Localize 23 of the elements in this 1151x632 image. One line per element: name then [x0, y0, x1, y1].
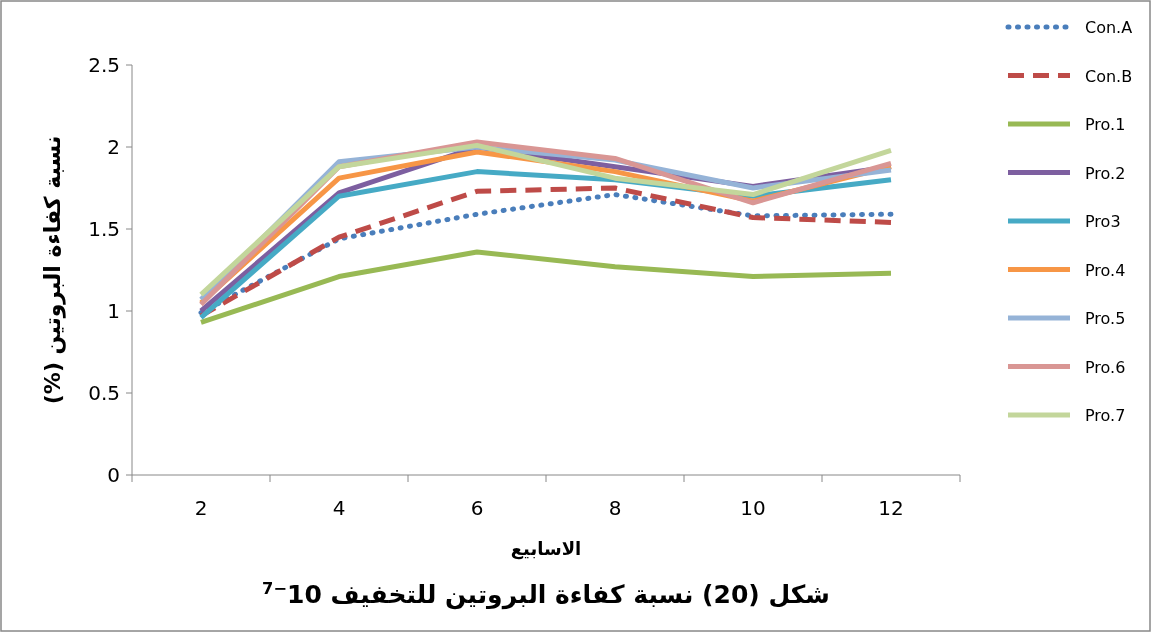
y-tick-label: 1: [107, 299, 120, 323]
legend-label: Pro.6: [1085, 357, 1126, 377]
legend-label: Con.A: [1085, 18, 1133, 37]
x-tick-label: 8: [608, 496, 622, 520]
x-tick-label: 4: [332, 496, 346, 520]
x-tick-label: 10: [740, 496, 766, 520]
legend-label: Con.B: [1085, 66, 1133, 86]
legend-label: Pro.5: [1085, 309, 1126, 328]
x-axis-title: الاسابيع: [510, 538, 582, 560]
y-tick-label: 2: [107, 135, 120, 159]
legend-label: Pro.7: [1085, 406, 1126, 425]
x-tick-label: 12: [878, 496, 904, 520]
legend-label: Pro.4: [1085, 260, 1126, 280]
y-tick-label: 0.5: [88, 381, 120, 405]
x-tick-label: 2: [194, 496, 208, 520]
y-tick-label: 2.5: [88, 53, 120, 77]
legend-label: Pro.1: [1085, 115, 1126, 134]
legend-label: Pro3: [1085, 212, 1121, 231]
legend-label: Pro.2: [1085, 163, 1126, 183]
y-tick-label: 1.5: [88, 217, 120, 241]
x-tick-label: 6: [470, 496, 484, 520]
y-axis-title: نسبة كفاءة البروتين (%): [40, 135, 66, 405]
y-tick-label: 0: [107, 463, 120, 487]
